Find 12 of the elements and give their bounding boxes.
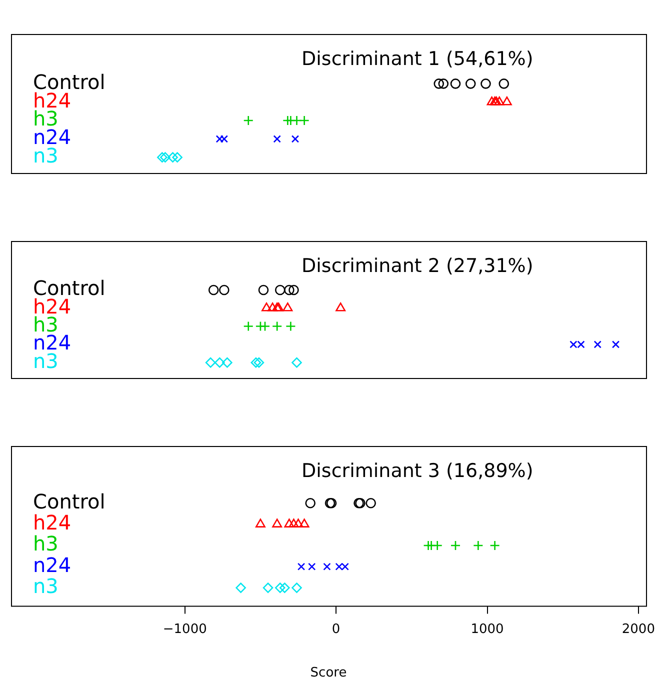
chart-title: Discriminant 3 (16,89%) — [302, 460, 534, 482]
x-axis-title: Score — [310, 666, 347, 681]
y-tick-label: n3 — [33, 574, 58, 598]
y-tick-label: n3 — [33, 144, 58, 168]
y-tick-label: Control — [33, 489, 106, 514]
x-tick-label: −1000 — [162, 622, 207, 637]
chart-title: Discriminant 2 (27,31%) — [302, 254, 534, 277]
chart-title: Discriminant 1 (54,61%) — [302, 48, 534, 70]
x-tick-label: 1000 — [470, 622, 504, 637]
y-tick-label: n3 — [33, 348, 58, 373]
x-tick-label: 0 — [332, 622, 340, 637]
x-tick-label: 2000 — [622, 622, 655, 637]
